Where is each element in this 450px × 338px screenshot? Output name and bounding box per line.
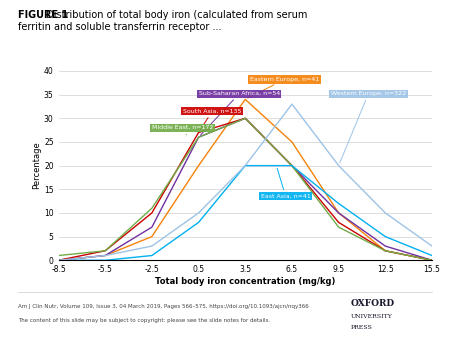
Text: Am J Clin Nutr, Volume 109, Issue 3, 04 March 2019, Pages 566–575, https://doi.o: Am J Clin Nutr, Volume 109, Issue 3, 04 … [18, 304, 309, 309]
X-axis label: Total body iron concentration (mg/kg): Total body iron concentration (mg/kg) [155, 277, 335, 286]
Text: Western Europe, n=322: Western Europe, n=322 [331, 91, 406, 163]
Text: PRESS: PRESS [351, 324, 373, 330]
Y-axis label: Percentage: Percentage [32, 142, 41, 190]
Text: South Asia, n=135: South Asia, n=135 [183, 109, 241, 130]
Text: East Asia, n=41: East Asia, n=41 [261, 168, 310, 199]
Text: The content of this slide may be subject to copyright: please see the slide note: The content of this slide may be subject… [18, 318, 270, 323]
Text: OXFORD: OXFORD [351, 298, 395, 308]
Text: Distribution of total body iron (calculated from serum
ferritin and soluble tran: Distribution of total body iron (calcula… [18, 10, 307, 32]
Text: Middle East, n=172: Middle East, n=172 [152, 125, 213, 135]
Text: Sub-Saharan Africa, n=54: Sub-Saharan Africa, n=54 [198, 91, 280, 135]
Text: FIGURE 1: FIGURE 1 [18, 10, 68, 20]
Text: UNIVERSITY: UNIVERSITY [351, 314, 393, 319]
Text: Eastern Europe, n=41: Eastern Europe, n=41 [248, 77, 319, 98]
